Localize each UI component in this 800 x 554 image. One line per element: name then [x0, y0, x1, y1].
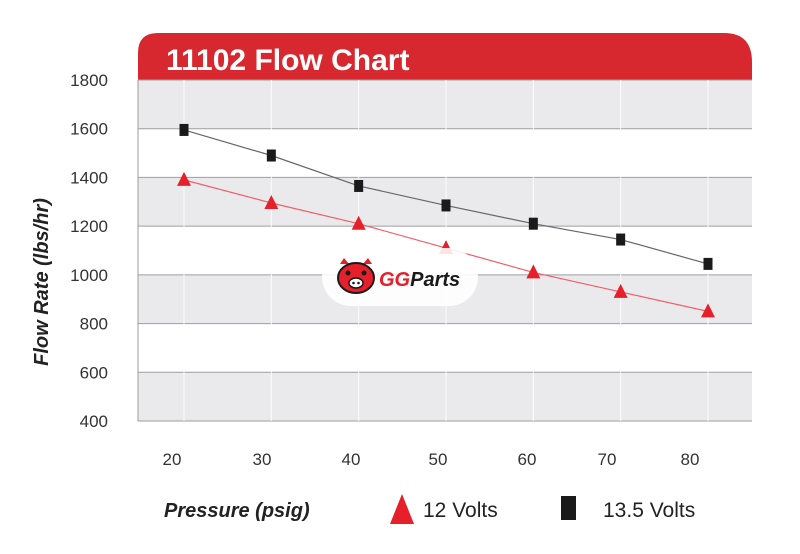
legend-label-13-5-volts: 13.5 Volts — [603, 499, 695, 522]
x-tick-label: 40 — [342, 450, 361, 469]
x-axis-label: Pressure (psig) — [164, 500, 310, 522]
data-point-square — [266, 149, 276, 162]
legend: 12 Volts 13.5 Volts — [390, 494, 695, 524]
data-point-square — [441, 199, 451, 212]
plot-band — [138, 80, 752, 129]
pig-face-icon — [337, 258, 375, 294]
chart-title: 11102 Flow Chart — [166, 44, 409, 77]
data-point-triangle — [613, 283, 628, 298]
x-tick-label: 30 — [253, 450, 272, 469]
x-axis-ticks: 20 30 40 50 60 70 80 — [163, 450, 700, 469]
y-tick-label: 800 — [80, 315, 108, 334]
y-tick-label: 1800 — [70, 71, 108, 90]
data-point-square — [528, 217, 538, 230]
x-tick-label: 20 — [163, 450, 182, 469]
y-tick-label: 1400 — [70, 168, 108, 187]
data-point-square — [616, 233, 626, 246]
y-axis-ticks: 400 600 800 1000 1200 1400 1600 1800 — [70, 71, 108, 431]
watermark-text: GGParts — [379, 269, 460, 291]
watermark: GGParts — [322, 248, 478, 306]
x-tick-label: 60 — [518, 450, 537, 469]
x-tick-label: 50 — [429, 450, 448, 469]
y-tick-label: 1200 — [70, 217, 108, 236]
plot-band — [138, 372, 752, 421]
data-point-triangle — [351, 215, 366, 230]
legend-marker-triangle — [390, 494, 414, 524]
data-point-square — [703, 257, 713, 270]
y-tick-label: 600 — [80, 363, 108, 382]
y-axis-label: Flow Rate (lbs/hr) — [31, 198, 53, 366]
data-point-triangle — [701, 303, 715, 318]
y-tick-label: 1600 — [70, 120, 108, 139]
series-13-5-volts — [179, 123, 713, 270]
data-point-square — [179, 123, 189, 136]
data-point-square — [354, 179, 364, 192]
data-point-triangle — [526, 264, 541, 279]
x-tick-label: 80 — [681, 450, 700, 469]
legend-item-12-volts: 12 Volts — [390, 494, 498, 524]
plot-band — [138, 323, 752, 373]
data-point-triangle — [264, 195, 279, 210]
plot-band — [138, 128, 752, 178]
legend-marker-square — [561, 496, 576, 520]
chart-header-bar — [138, 33, 752, 80]
y-tick-label: 1000 — [70, 266, 108, 285]
x-tick-label: 70 — [598, 450, 617, 469]
data-point-triangle — [177, 171, 191, 186]
y-tick-label: 400 — [80, 412, 108, 431]
legend-label-12-volts: 12 Volts — [423, 499, 498, 522]
legend-item-13-5-volts: 13.5 Volts — [561, 496, 695, 522]
